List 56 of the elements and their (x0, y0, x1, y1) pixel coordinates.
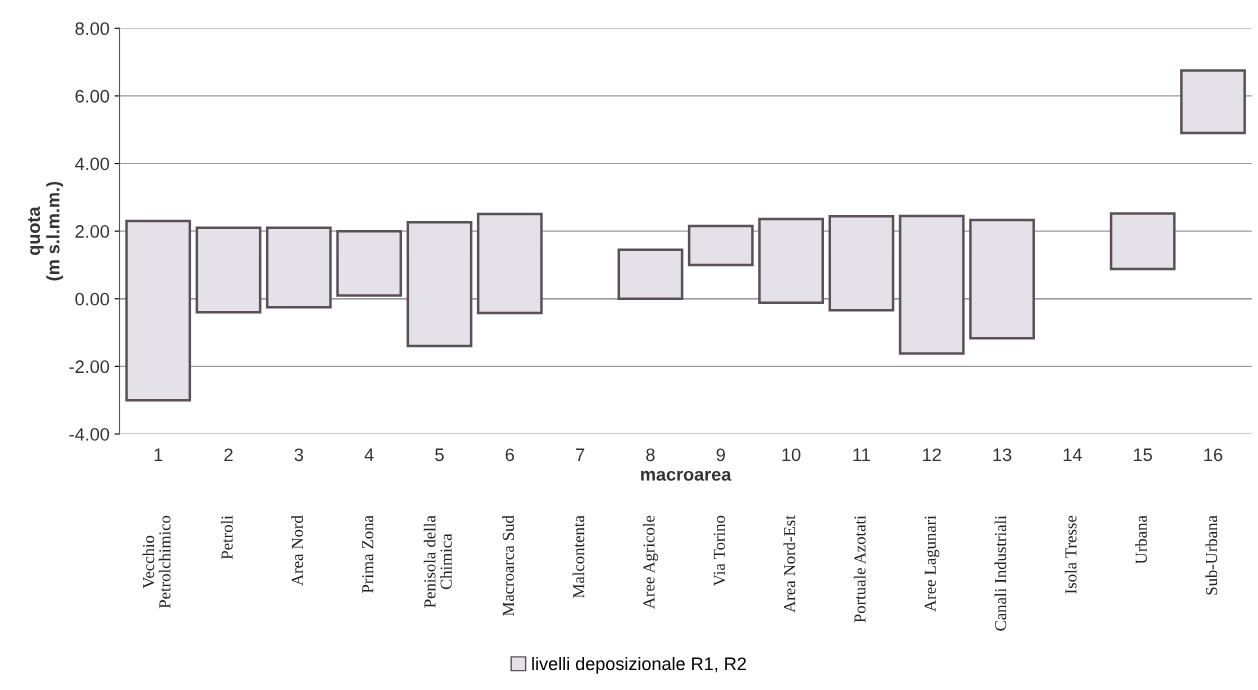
x-tick-label: 3 (294, 448, 304, 462)
text: Macroarca Sud (502, 515, 514, 617)
bar (687, 224, 754, 267)
text: Aree Lagunari (924, 515, 940, 612)
bar (758, 217, 824, 305)
text: Area Nord (291, 515, 304, 586)
text: Petroli (220, 515, 233, 560)
bar (406, 221, 473, 348)
bar (1180, 69, 1246, 135)
x-tick-label: 15 (1134, 448, 1152, 462)
bar (476, 212, 543, 315)
x-tick-label: 7 (576, 448, 585, 461)
bar (265, 226, 332, 309)
y-tick-label: 0.00 (75, 292, 110, 306)
x-tick-label: 6 (505, 448, 515, 462)
y-tick-label: -4.00 (69, 427, 110, 441)
text: Canali Industriali (994, 515, 1007, 631)
y-tick-label: 2.00 (75, 225, 110, 238)
x-tick-label: 8 (646, 448, 655, 462)
x-tick-label: 13 (993, 448, 1012, 462)
legend-label: livelli deposizionale R1, R2 (532, 656, 746, 674)
x-axis-title: macroarea (641, 470, 732, 481)
bar (336, 229, 403, 297)
bar (195, 226, 262, 314)
y-tick-label: 8.00 (75, 22, 110, 36)
bar (828, 215, 895, 312)
bar (125, 219, 192, 402)
y-tick-label: -2.00 (69, 360, 110, 374)
bar (1109, 212, 1176, 271)
x-tick-label: 1 (154, 448, 163, 461)
text: Aree Agricole (642, 515, 659, 609)
x-tick-label: 10 (782, 448, 801, 462)
x-tick-label: 12 (923, 448, 941, 461)
y-tick-label: 6.00 (75, 89, 110, 103)
x-tick-label: 5 (435, 448, 444, 462)
text: Vecchio Petrolchimico (142, 515, 171, 609)
text: Urbana (1135, 515, 1147, 564)
x-tick-label: 16 (1204, 448, 1223, 462)
text: Isola Tresse (1064, 515, 1077, 594)
text: Sub-Urbana (1205, 515, 1218, 595)
x-tick-label: 2 (224, 448, 233, 461)
x-tick-label: 9 (716, 448, 725, 462)
text: Via Torino (713, 515, 726, 587)
text: Prima Zona (362, 515, 374, 593)
text: Malcontenta (572, 515, 585, 598)
x-tick-label: 14 (1063, 448, 1082, 461)
y-tick-label: 4.00 (75, 157, 110, 171)
x-tick-label: 4 (364, 448, 374, 461)
text: Area Nord-Est (783, 515, 796, 613)
y-axis-title: quota (m s.l.m.m.) (28, 181, 64, 281)
x-tick-label: 11 (853, 448, 870, 461)
bar (898, 214, 965, 355)
text: Portuale Azotati (853, 515, 866, 623)
bar (617, 248, 684, 301)
bar (969, 218, 1035, 340)
text: Penisola della Chimica (423, 515, 452, 608)
